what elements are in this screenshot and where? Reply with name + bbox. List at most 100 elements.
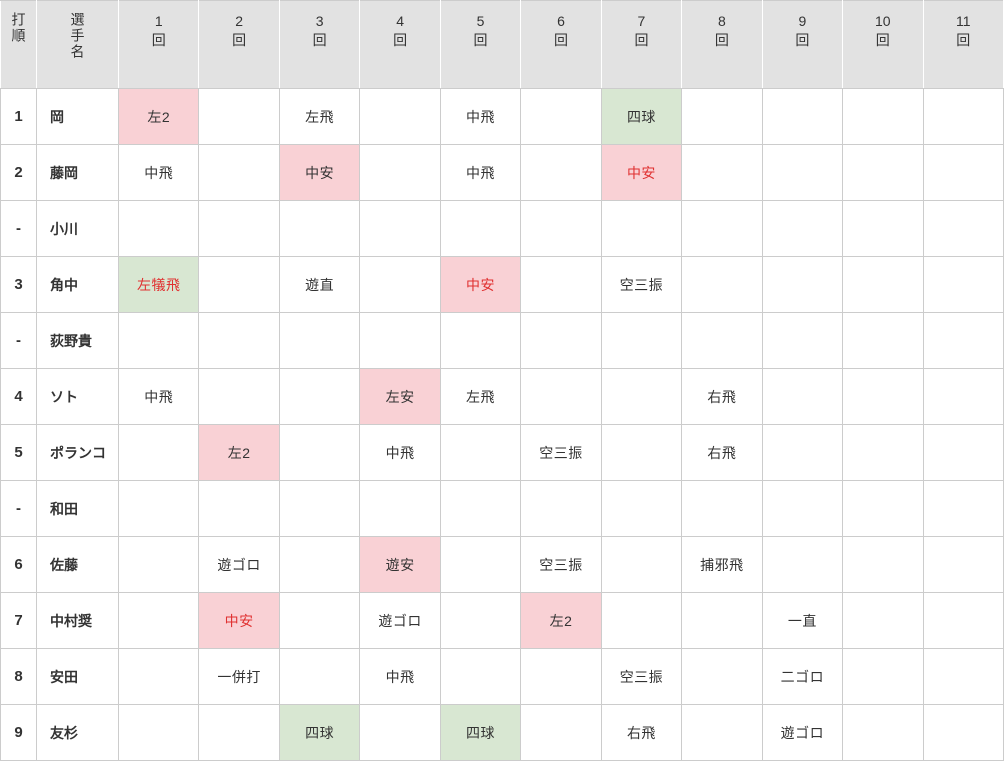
result-cell <box>600 200 683 257</box>
result-cell <box>520 200 602 257</box>
result-cell <box>842 536 924 593</box>
table-row: 2 藤岡 中飛 中安 中飛 中安 <box>0 144 1004 201</box>
result-cell <box>600 480 683 537</box>
inning-number: 11 <box>955 13 971 29</box>
order-header-label: 打順 <box>10 12 27 44</box>
result-cell: 遊ゴロ <box>761 704 844 761</box>
inning-suffix: 回 <box>312 31 327 48</box>
result-cell: 空三振 <box>600 256 683 313</box>
result-cell <box>761 312 844 369</box>
inning-number: 2 <box>235 13 244 29</box>
result-cell <box>198 144 280 201</box>
result-cell <box>761 256 844 313</box>
table-row: 1 岡左2 左飛 中飛 四球 <box>0 88 1004 145</box>
result-cell <box>117 648 200 705</box>
result-cell <box>922 88 1004 145</box>
result-cell: 中飛 <box>359 648 441 705</box>
inning-header-11: 11 回 <box>922 0 1004 89</box>
inning-number: 9 <box>798 13 807 29</box>
result-cell <box>600 592 683 649</box>
player-name-cell: ポランコ <box>36 424 119 481</box>
result-cell <box>117 200 200 257</box>
result-cell <box>117 312 200 369</box>
result-cell <box>359 256 441 313</box>
result-cell <box>520 312 602 369</box>
batting-order-cell: - <box>0 200 37 257</box>
result-cell <box>359 200 441 257</box>
result-cell <box>359 312 441 369</box>
result-cell <box>198 88 280 145</box>
batting-order-cell: 4 <box>0 368 37 425</box>
result-cell <box>842 88 924 145</box>
result-cell: 中安 <box>198 592 280 649</box>
batting-order-cell: 5 <box>0 424 37 481</box>
result-cell <box>922 200 1004 257</box>
table-row: 5 ポランコ 左2 中飛 空三振 右飛 <box>0 424 1004 481</box>
player-name-cell: 安田 <box>36 648 119 705</box>
result-cell <box>842 424 924 481</box>
result-cell <box>278 536 361 593</box>
batting-order-cell: 7 <box>0 592 37 649</box>
result-cell <box>117 704 200 761</box>
inning-header-label: 11 回 <box>924 12 1003 50</box>
table-header: 打順 選手名 1 回 2 回 3 回 4 回 5 回 6 回 7 回 8 回 9 回 10 回 11 回 <box>0 0 1004 89</box>
inning-number: 5 <box>476 13 485 29</box>
result-cell <box>922 312 1004 369</box>
result-cell <box>117 480 200 537</box>
result-cell <box>600 368 683 425</box>
result-cell <box>761 144 844 201</box>
table-row: 3 角中 左犠飛 遊直 中安 空三振 <box>0 256 1004 313</box>
result-cell: 中飛 <box>117 368 200 425</box>
result-cell <box>278 480 361 537</box>
table-row: 9 友杉 四球 四球 右飛 遊ゴロ <box>0 704 1004 761</box>
table-body: 1 岡左2 左飛 中飛 四球 2 藤岡 中飛 中安 中飛 中安 - 小川 3 角中 左犠飛 遊直 中安 空三振 - 荻野… <box>0 88 1004 761</box>
result-cell: 遊ゴロ <box>198 536 280 593</box>
order-header: 打順 <box>0 0 37 89</box>
result-cell <box>278 648 361 705</box>
result-cell <box>842 256 924 313</box>
table-row: 4 ソト 中飛 左安 左飛 右飛 <box>0 368 1004 425</box>
result-cell <box>117 592 200 649</box>
result-cell: 二ゴロ <box>761 648 844 705</box>
result-cell <box>520 368 602 425</box>
result-cell <box>439 592 522 649</box>
batting-order-cell: 2 <box>0 144 37 201</box>
result-cell: 四球 <box>600 88 683 145</box>
result-cell <box>439 480 522 537</box>
name-header-label: 選手名 <box>69 12 86 60</box>
result-cell: 右飛 <box>681 368 763 425</box>
result-cell <box>681 704 763 761</box>
inning-suffix: 回 <box>956 31 971 48</box>
result-cell <box>439 424 522 481</box>
result-cell: 左飛 <box>439 368 522 425</box>
player-name-cell: ソト <box>36 368 119 425</box>
inning-suffix: 回 <box>714 31 729 48</box>
player-name-cell: 佐藤 <box>36 536 119 593</box>
result-cell: 遊直 <box>278 256 361 313</box>
inning-number: 3 <box>315 13 324 29</box>
batting-order-cell: - <box>0 312 37 369</box>
result-cell: 空三振 <box>520 536 602 593</box>
result-cell <box>278 592 361 649</box>
batting-order-cell: 9 <box>0 704 37 761</box>
batting-order-cell: - <box>0 480 37 537</box>
result-cell <box>117 424 200 481</box>
result-cell <box>359 704 441 761</box>
result-cell <box>681 592 763 649</box>
result-cell <box>922 592 1004 649</box>
table-row: - 和田 <box>0 480 1004 537</box>
result-cell <box>600 536 683 593</box>
result-cell <box>761 424 844 481</box>
result-cell <box>278 312 361 369</box>
result-cell: 中飛 <box>117 144 200 201</box>
result-cell <box>842 704 924 761</box>
